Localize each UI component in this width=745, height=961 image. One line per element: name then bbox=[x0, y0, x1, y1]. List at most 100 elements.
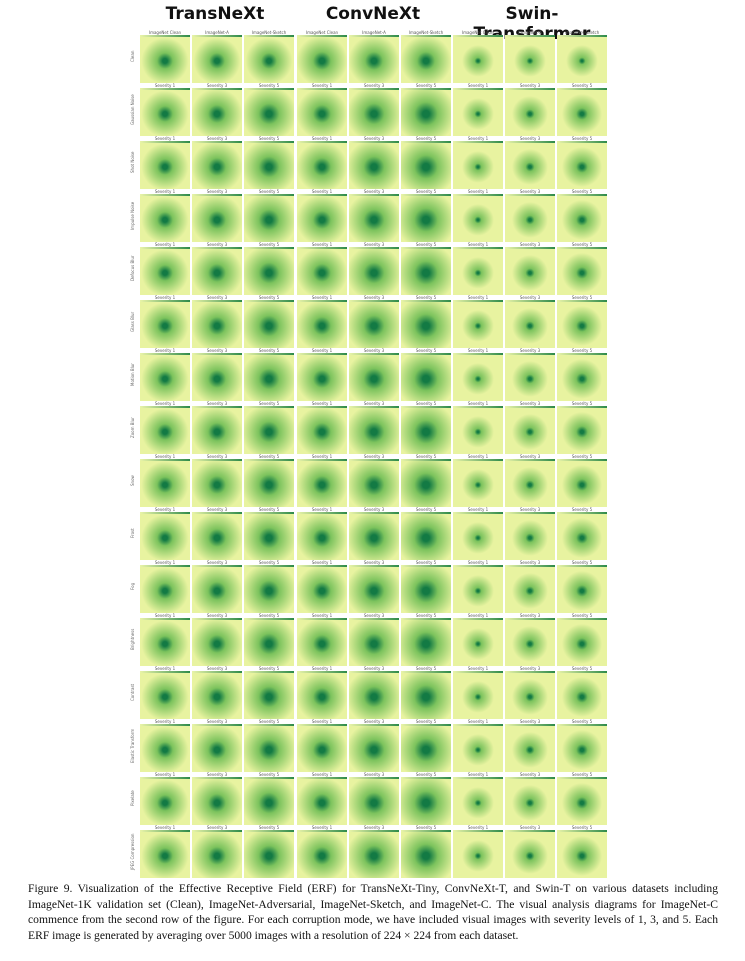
erf-map: Severity 5 bbox=[244, 825, 294, 878]
erf-map-title: Severity 1 bbox=[154, 613, 176, 618]
colorbar bbox=[244, 830, 294, 832]
erf-map-title: Severity 1 bbox=[311, 560, 333, 565]
erf-map: Severity 3 bbox=[192, 189, 242, 242]
colorbar bbox=[401, 512, 451, 514]
erf-map: Severity 3 bbox=[505, 560, 555, 613]
erf-map: Severity 3 bbox=[192, 666, 242, 719]
erf-map: Severity 3 bbox=[505, 507, 555, 560]
erf-heatmap bbox=[401, 408, 451, 454]
colorbar bbox=[401, 406, 451, 408]
colorbar bbox=[557, 671, 607, 673]
colorbar bbox=[401, 671, 451, 673]
erf-map-title: Severity 3 bbox=[363, 348, 385, 353]
erf-map-title: Severity 5 bbox=[571, 189, 593, 194]
erf-map: Severity 1 bbox=[453, 454, 503, 507]
erf-map-title: Severity 5 bbox=[258, 666, 280, 671]
colorbar bbox=[505, 459, 555, 461]
erf-map: Severity 1 bbox=[140, 295, 190, 348]
erf-map: Severity 1 bbox=[453, 348, 503, 401]
colorbar bbox=[297, 565, 347, 567]
erf-map: ImageNet-A bbox=[192, 30, 242, 83]
erf-map-title: Severity 5 bbox=[415, 825, 437, 830]
erf-map-title: Severity 3 bbox=[363, 666, 385, 671]
row-label: Contrast bbox=[130, 683, 135, 702]
colorbar bbox=[401, 565, 451, 567]
erf-grid: Clean ImageNet Clean ImageNet-A ImageNet-Sk… bbox=[130, 30, 608, 878]
erf-row: Zoom Blur Severity 1 Severity 3 Severity 5 S… bbox=[130, 401, 608, 454]
erf-map-title: Severity 5 bbox=[258, 772, 280, 777]
erf-heatmap bbox=[297, 408, 347, 454]
erf-map: Severity 3 bbox=[505, 295, 555, 348]
erf-map: Severity 1 bbox=[297, 454, 347, 507]
colorbar bbox=[192, 353, 242, 355]
colorbar bbox=[401, 353, 451, 355]
erf-heatmap bbox=[505, 567, 555, 613]
erf-map-title: Severity 5 bbox=[571, 666, 593, 671]
erf-map-title: Severity 1 bbox=[311, 136, 333, 141]
colorbar bbox=[505, 247, 555, 249]
erf-map-title: Severity 5 bbox=[258, 719, 280, 724]
erf-map-title: Severity 1 bbox=[154, 666, 176, 671]
erf-heatmap bbox=[192, 37, 242, 83]
colorbar bbox=[349, 300, 399, 302]
erf-heatmap bbox=[140, 90, 190, 136]
erf-map-title: Severity 1 bbox=[154, 83, 176, 88]
erf-map: Severity 1 bbox=[140, 719, 190, 772]
erf-heatmap bbox=[401, 302, 451, 348]
erf-map-title: Severity 3 bbox=[206, 666, 228, 671]
erf-map: Severity 1 bbox=[140, 83, 190, 136]
erf-map-title: Severity 5 bbox=[258, 83, 280, 88]
erf-map-title: Severity 3 bbox=[363, 136, 385, 141]
erf-map-title: Severity 5 bbox=[258, 401, 280, 406]
erf-heatmap bbox=[244, 673, 294, 719]
erf-heatmap bbox=[244, 37, 294, 83]
erf-heatmap bbox=[297, 832, 347, 878]
erf-heatmap bbox=[192, 408, 242, 454]
erf-heatmap bbox=[140, 567, 190, 613]
erf-heatmap bbox=[505, 302, 555, 348]
colorbar bbox=[557, 565, 607, 567]
erf-heatmap bbox=[557, 514, 607, 560]
erf-heatmap bbox=[349, 779, 399, 825]
erf-heatmap bbox=[557, 832, 607, 878]
erf-heatmap bbox=[401, 196, 451, 242]
erf-map: Severity 1 bbox=[297, 560, 347, 613]
erf-map-title: Severity 3 bbox=[519, 507, 541, 512]
colorbar bbox=[453, 35, 503, 37]
erf-row: Shot Noise Severity 1 Severity 3 Severity 5… bbox=[130, 136, 608, 189]
erf-heatmap bbox=[453, 514, 503, 560]
erf-map-title: Severity 5 bbox=[415, 454, 437, 459]
erf-map-title: Severity 3 bbox=[363, 825, 385, 830]
erf-map: Severity 1 bbox=[453, 613, 503, 666]
erf-row: Snow Severity 1 Severity 3 Severity 5 Severi… bbox=[130, 454, 608, 507]
erf-map: Severity 3 bbox=[192, 401, 242, 454]
colorbar bbox=[349, 512, 399, 514]
erf-map-title: Severity 1 bbox=[154, 825, 176, 830]
colorbar bbox=[557, 512, 607, 514]
erf-map: Severity 3 bbox=[505, 136, 555, 189]
erf-row: Pixelate Severity 1 Severity 3 Severity 5 Se… bbox=[130, 772, 608, 825]
erf-map-title: Severity 3 bbox=[519, 772, 541, 777]
erf-map: Severity 1 bbox=[297, 613, 347, 666]
erf-map: Severity 5 bbox=[557, 295, 607, 348]
erf-map-title: Severity 3 bbox=[363, 613, 385, 618]
erf-map-title: Severity 1 bbox=[311, 666, 333, 671]
erf-map-title: Severity 1 bbox=[311, 401, 333, 406]
erf-heatmap bbox=[349, 673, 399, 719]
erf-map: Severity 5 bbox=[557, 772, 607, 825]
erf-map: Severity 3 bbox=[349, 189, 399, 242]
erf-map: Severity 3 bbox=[349, 613, 399, 666]
erf-map: Severity 5 bbox=[557, 242, 607, 295]
erf-heatmap bbox=[349, 832, 399, 878]
erf-map: Severity 5 bbox=[557, 136, 607, 189]
erf-heatmap bbox=[297, 37, 347, 83]
erf-map: Severity 5 bbox=[244, 454, 294, 507]
colorbar bbox=[297, 671, 347, 673]
erf-map-title: Severity 3 bbox=[519, 348, 541, 353]
colorbar bbox=[505, 565, 555, 567]
erf-map: Severity 5 bbox=[401, 719, 451, 772]
colorbar bbox=[349, 565, 399, 567]
colorbar bbox=[297, 724, 347, 726]
erf-map-title: Severity 1 bbox=[467, 454, 489, 459]
erf-heatmap bbox=[453, 37, 503, 83]
